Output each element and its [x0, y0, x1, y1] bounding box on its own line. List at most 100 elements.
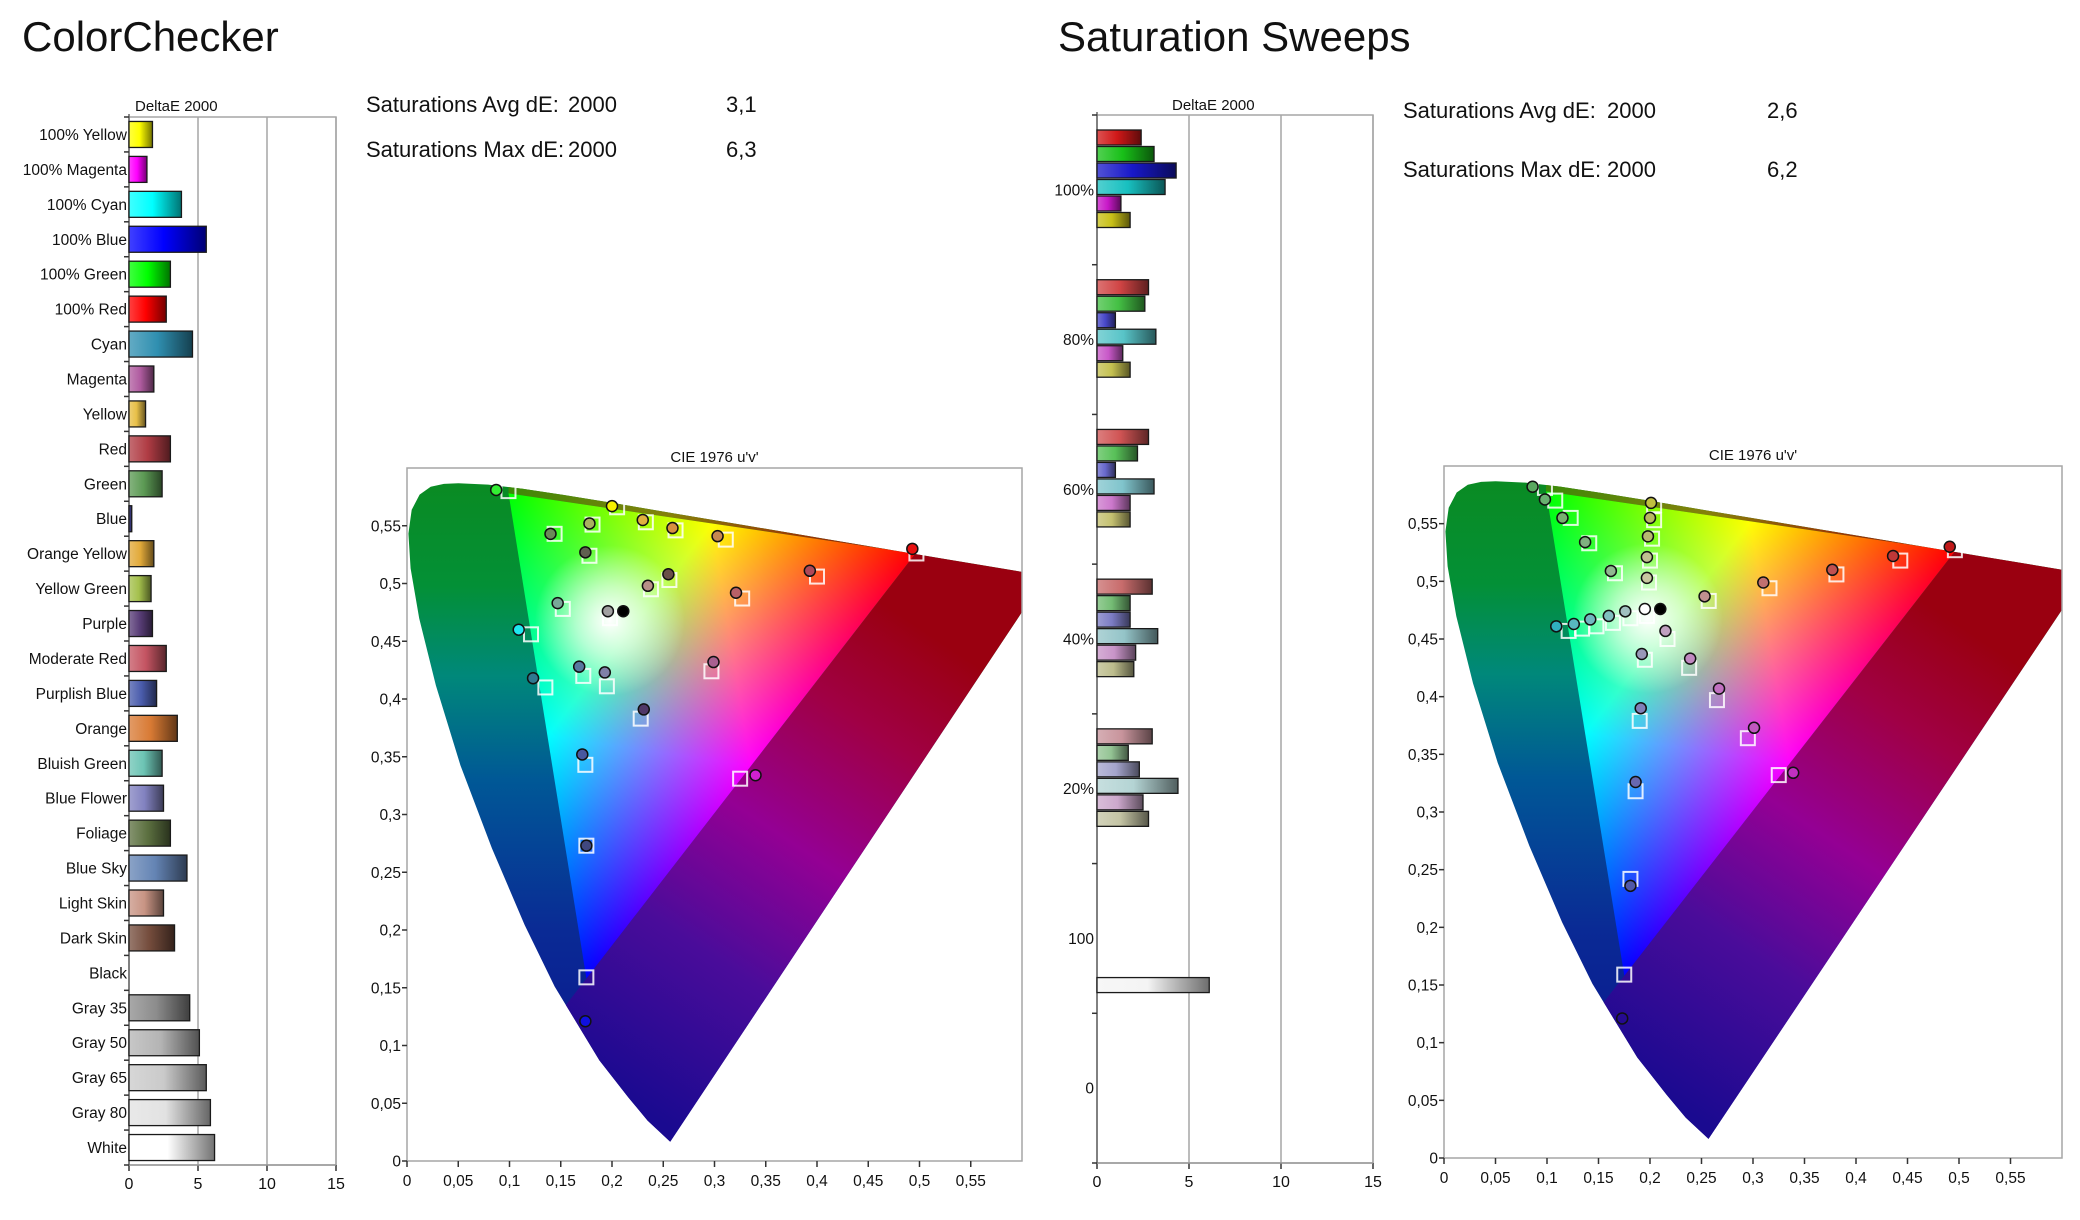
category-label: 100% Yellow: [39, 127, 128, 144]
avg-de-value: 3,1: [726, 92, 757, 117]
y-tick-label: 0,35: [1408, 747, 1438, 764]
measured-marker: [1619, 605, 1632, 618]
measured-marker: [666, 521, 679, 535]
measured-marker: [580, 839, 593, 852]
bar: [1096, 511, 1131, 528]
measured-marker: [1643, 511, 1657, 525]
x-tick-label: 0: [1093, 1174, 1102, 1191]
x-tick-label: 0,2: [601, 1173, 623, 1190]
measured-marker: [1602, 609, 1616, 623]
bar: [1096, 660, 1135, 678]
y-tick-label: 0,25: [371, 865, 401, 882]
measured-marker: [1698, 590, 1711, 603]
x-tick-label: 0,45: [853, 1173, 883, 1190]
measured-marker: [1640, 550, 1654, 564]
y-tick-label: 0,3: [379, 807, 401, 824]
bar: [1096, 478, 1155, 495]
y-tick-label: 0,05: [371, 1096, 401, 1113]
target-marker: [1770, 767, 1787, 784]
measured-marker: [1624, 879, 1637, 893]
bar: [128, 260, 172, 288]
bar: [1096, 611, 1131, 628]
category-label: Light Skin: [59, 896, 127, 913]
y-tick-label: 0,1: [379, 1038, 401, 1055]
measured-marker: [489, 483, 503, 497]
colorchecker-cie-uv-chart: 0 0,05 0,1 0,15 0,2 0,25 0,3 0,35 0,4 0,45 0,5 0,55…: [371, 449, 1023, 1190]
category-label: White: [87, 1140, 127, 1157]
measured-marker: [636, 513, 649, 527]
data-points: [489, 483, 925, 1028]
category-label: Cyan: [91, 337, 127, 354]
measured-marker: [1634, 701, 1647, 715]
x-tick-label: 15: [327, 1176, 345, 1193]
bar: [1096, 211, 1131, 229]
bar: [128, 470, 163, 498]
bar: [1096, 145, 1155, 163]
measured-marker: [641, 579, 655, 593]
measured-marker: [601, 604, 615, 618]
measured-marker: [637, 703, 651, 716]
category-label: Red: [99, 441, 127, 458]
avg-de-standard: 2000: [568, 92, 617, 117]
category-label: Gray 80: [72, 1105, 128, 1122]
target-marker: [598, 678, 615, 695]
measured-marker: [1644, 496, 1658, 510]
bar: [1096, 810, 1150, 828]
x-tick-label: 5: [1185, 1174, 1194, 1191]
group-label: 60%: [1063, 482, 1094, 499]
category-label: Foliage: [76, 826, 127, 843]
measured-marker: [1683, 652, 1697, 665]
x-tick-label: 15: [1364, 1174, 1382, 1191]
measured-marker: [1747, 721, 1761, 735]
measured-marker: [1629, 775, 1642, 789]
y-tick-label: 0,35: [371, 749, 401, 766]
measured-marker: [572, 660, 586, 673]
avg-de-value: 2,6: [1767, 98, 1798, 123]
category-label: Blue Sky: [66, 861, 127, 878]
category-label: Orange: [75, 721, 127, 738]
target-marker: [523, 626, 540, 643]
measured-marker: [1886, 549, 1900, 563]
saturation-sweeps-deltae-bar-chart: 0 5 10 15 DeltaE 2000 100% 80% 60% 40% 20% 100 0: [1054, 97, 1382, 1191]
measured-marker: [1615, 1012, 1629, 1025]
bar: [128, 540, 155, 568]
bar: [128, 924, 176, 952]
measured-marker: [579, 546, 592, 559]
x-tick-label: 0,1: [1536, 1170, 1558, 1187]
measured-marker: [1638, 602, 1652, 616]
x-tick-label: 0: [125, 1176, 134, 1193]
category-label: Moderate Red: [29, 651, 127, 668]
target-marker: [1739, 730, 1756, 747]
bar: [128, 749, 163, 777]
y-tick-label: 0,15: [1408, 978, 1438, 995]
chart-title: CIE 1976 u'v': [670, 449, 758, 466]
bar: [128, 295, 167, 323]
group-label: 20%: [1063, 781, 1094, 798]
x-tick-label: 0,15: [546, 1173, 576, 1190]
group-label: 100%: [1054, 182, 1094, 199]
x-tick-label: 0,3: [704, 1173, 726, 1190]
bar: [1096, 361, 1131, 378]
bar: [1096, 345, 1124, 362]
bar: [1096, 728, 1153, 745]
measured-marker: [1538, 493, 1552, 506]
data-points: [1526, 479, 1963, 1025]
category-label: Gray 65: [72, 1070, 127, 1087]
category-label: Blue Flower: [45, 791, 127, 808]
measured-marker: [729, 586, 743, 599]
bar: [128, 1064, 207, 1092]
group-label: 40%: [1063, 632, 1094, 649]
chart-title: CIE 1976 u'v': [1709, 447, 1797, 464]
bar: [1096, 279, 1150, 296]
bar: [1096, 162, 1177, 179]
target-marker: [732, 770, 749, 787]
category-label: 100% Blue: [52, 232, 127, 249]
chart-title: DeltaE 2000: [135, 98, 218, 115]
x-tick-label: 0,4: [806, 1173, 828, 1190]
bar: [1096, 761, 1140, 778]
bar: [128, 854, 188, 882]
x-tick-label: 0,05: [443, 1173, 473, 1190]
bar: [128, 435, 172, 463]
bar: [128, 679, 158, 708]
